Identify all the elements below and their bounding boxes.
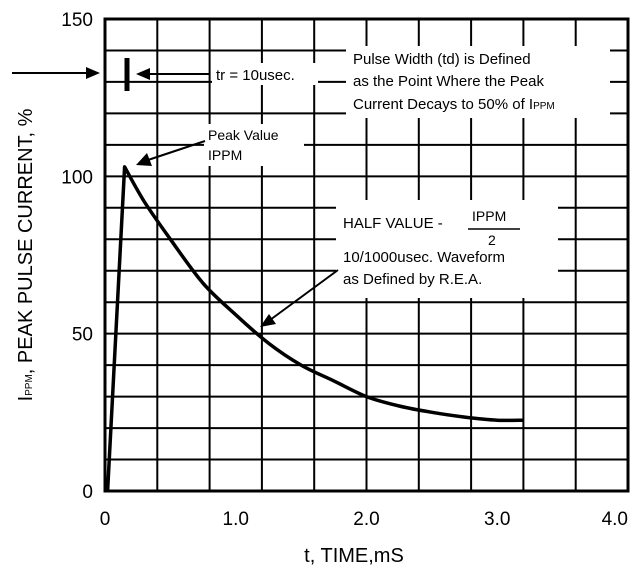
x-tick-label: 1.0 [223,509,249,530]
x-axis-title: t, TIME,mS [304,545,404,567]
tr-arrow [136,68,210,80]
y-tick-label: 50 [72,325,93,346]
y-tick-label: 100 [61,167,93,188]
half-value-note-bg [336,200,558,298]
half-value-label: HALF VALUE - [343,215,443,232]
waveform-line-2: as Defined by R.E.A. [343,271,482,288]
y-tick-labels: 0 50 100 150 [61,10,93,503]
plot-frame [103,17,630,493]
tr-label-bg [212,63,318,85]
left-marker-arrow [12,67,100,79]
x-tick-label: 2.0 [353,509,379,530]
x-tick-label: 4.0 [602,509,628,530]
y-axis-title: IPPM, PEAK PULSE CURRENT, % [15,108,37,401]
pulse-width-line-3: Current Decays to 50% of IPPM [353,96,555,113]
y-tick-label: 150 [61,10,93,31]
half-value-numerator: IPPM [472,208,506,224]
pulse-width-line-2: as the Point Where the Peak [353,73,544,90]
tr-label: tr = 10usec. [216,67,295,84]
peak-note-bg [204,124,304,166]
pulse-width-line-1: Pulse Width (td) is Defined [353,51,531,68]
peak-note-line-1: Peak Value [208,127,279,143]
y-tick-label: 0 [82,482,93,503]
waveform-line-1: 10/1000usec. Waveform [343,249,505,266]
waveform-curve [105,165,524,492]
pulse-width-note-bg [346,46,610,118]
x-tick-label: 3.0 [484,509,510,530]
x-tick-label: 0 [100,509,111,530]
peak-note-line-2: IPPM [208,147,242,163]
x-tick-labels: 0 1.0 2.0 3.0 4.0 [100,509,628,530]
half-value-denominator: 2 [488,232,496,248]
waveform-arrow [260,269,339,327]
peak-arrow [136,140,206,166]
